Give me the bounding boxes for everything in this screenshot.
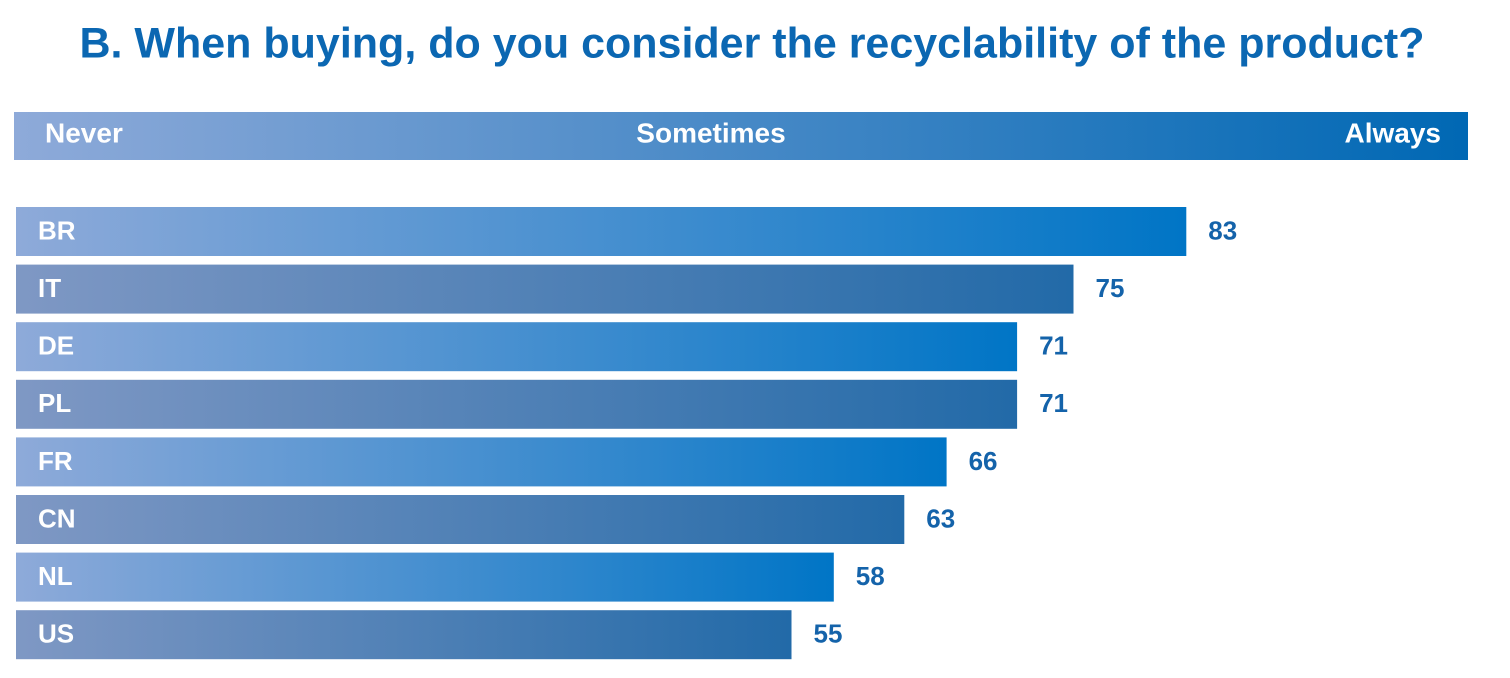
bar (16, 495, 905, 544)
bar (16, 379, 1018, 429)
value-label: 75 (1096, 273, 1125, 303)
bar (16, 437, 947, 487)
scale-label: Sometimes (636, 117, 785, 148)
bar (16, 552, 834, 602)
chart-title: B. When buying, do you consider the recy… (79, 19, 1424, 67)
category-label: DE (38, 331, 74, 361)
value-label: 71 (1039, 331, 1068, 361)
category-label: NL (38, 561, 73, 591)
scale-label: Always (1345, 117, 1442, 148)
category-label: FR (38, 446, 73, 476)
value-label: 83 (1208, 215, 1237, 245)
bar (16, 207, 1187, 256)
bar (16, 610, 792, 660)
category-label: CN (38, 503, 76, 533)
value-label: 66 (969, 446, 998, 476)
bar (16, 322, 1018, 372)
value-label: 55 (814, 619, 843, 649)
category-label: US (38, 619, 74, 649)
value-label: 71 (1039, 388, 1068, 418)
scale-band (14, 112, 1468, 160)
value-label: 58 (856, 561, 885, 591)
category-label: PL (38, 388, 71, 418)
category-label: IT (38, 273, 61, 303)
bar (16, 264, 1074, 314)
scale-label: Never (45, 117, 123, 148)
value-label: 63 (926, 503, 955, 533)
category-label: BR (38, 215, 76, 245)
